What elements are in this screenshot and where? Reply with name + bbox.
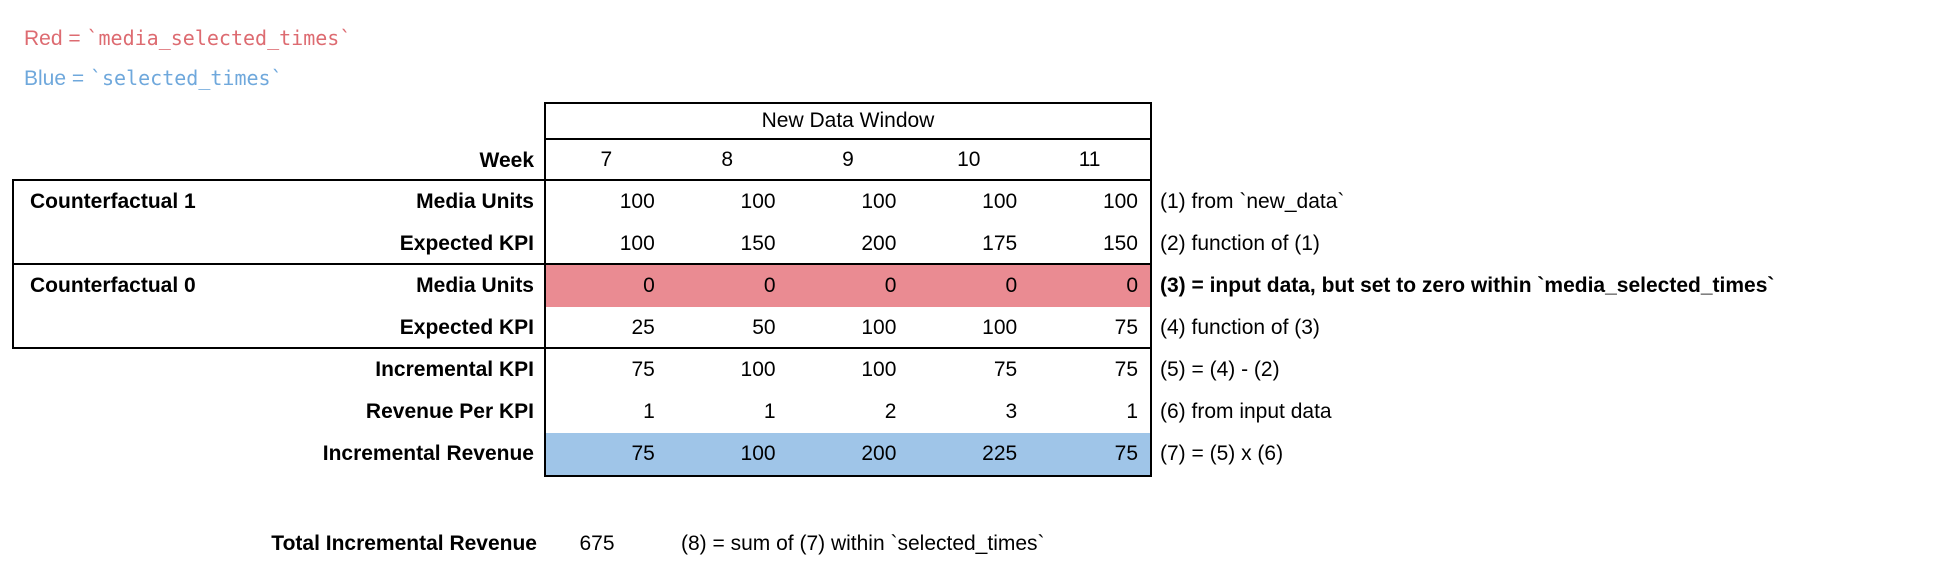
legend-blue-code: `selected_times` [89,66,283,90]
group-label-counterfactual-0: Counterfactual 0 [30,274,196,297]
value-cell: 50 [752,316,776,339]
value-cell: 0 [1005,274,1018,297]
value-cell: 200 [861,442,897,465]
value-cell: 150 [740,232,776,255]
table-row-incremental-kpi: 75 100 100 75 75 [546,349,1150,391]
value-cell: 1 [643,400,655,423]
total-note: (8) = sum of (7) within `selected_times` [681,532,1045,555]
note-1: (1) from `new_data` [1160,190,1345,213]
note-4: (4) function of (3) [1160,316,1320,339]
week-cell: 11 [1078,148,1101,171]
legend-red-label: Red [24,27,63,50]
value-cell: 0 [1126,274,1138,297]
value-cell: 200 [861,232,897,255]
week-cell: 8 [721,148,734,171]
value-cell: 0 [884,274,897,297]
value-cell: 150 [1102,232,1138,255]
note-6: (6) from input data [1160,400,1332,423]
table-row-expected-kpi-cf0: 25 50 100 100 75 [546,307,1150,349]
counterfactual-1-box [12,179,544,265]
total-label: Total Incremental Revenue [271,532,537,555]
legend-blue: Blue = `selected_times` [24,62,283,94]
value-cell: 75 [1114,316,1138,339]
week-cell: 9 [842,148,854,171]
value-cell: 3 [1005,400,1018,423]
value-cell: 100 [1102,190,1138,213]
value-cell: 100 [982,190,1018,213]
value-cell: 100 [619,190,655,213]
value-cell: 75 [631,358,655,381]
legend-blue-equals: = [66,67,90,90]
data-grid: 7 8 9 10 11 100 100 100 100 100 100 150 … [544,140,1152,477]
table-row-media-units-cf0: 0 0 0 0 0 [546,265,1150,307]
value-cell: 75 [1114,442,1138,465]
value-cell: 100 [740,442,776,465]
row-label-media-units-cf0: Media Units [416,274,534,297]
row-label-expected-kpi-cf1: Expected KPI [399,232,534,255]
note-2: (2) function of (1) [1160,232,1320,255]
table-row-revenue-per-kpi: 1 1 2 3 1 [546,391,1150,433]
counterfactual-0-box [12,265,544,349]
row-label-media-units-cf1: Media Units [416,190,534,213]
week-cell: 10 [957,148,981,171]
table-header-box: New Data Window [544,102,1152,140]
row-label-revenue-per-kpi: Revenue Per KPI [365,400,534,423]
row-label-incremental-kpi: Incremental KPI [375,358,534,381]
legend-red: Red = `media_selected_times` [24,22,351,54]
legend-blue-label: Blue [24,67,67,90]
week-label: Week [479,149,534,172]
legend-red-code: `media_selected_times` [86,26,352,50]
value-cell: 100 [982,316,1018,339]
total-value: 675 [579,532,615,555]
value-cell: 25 [631,316,655,339]
row-label-expected-kpi-cf0: Expected KPI [399,316,534,339]
value-cell: 100 [740,190,776,213]
value-cell: 175 [982,232,1018,255]
value-cell: 75 [631,442,655,465]
table-row-expected-kpi-cf1: 100 150 200 175 150 [546,223,1150,265]
value-cell: 100 [861,316,897,339]
group-label-counterfactual-1: Counterfactual 1 [30,190,196,213]
value-cell: 100 [619,232,655,255]
value-cell: 0 [643,274,655,297]
value-cell: 2 [884,400,897,423]
table-row-incremental-revenue: 75 100 200 225 75 [546,433,1150,475]
value-cell: 1 [1126,400,1138,423]
row-label-incremental-revenue: Incremental Revenue [322,442,534,465]
week-row: 7 8 9 10 11 [546,140,1150,181]
value-cell: 225 [982,442,1018,465]
table-row-media-units-cf1: 100 100 100 100 100 [546,181,1150,223]
value-cell: 100 [861,190,897,213]
value-cell: 0 [763,274,776,297]
value-cell: 100 [861,358,897,381]
table-header-title: New Data Window [761,109,935,132]
value-cell: 1 [763,400,776,423]
value-cell: 75 [1114,358,1138,381]
value-cell: 100 [740,358,776,381]
week-cell: 7 [600,148,613,171]
legend-red-equals: = [62,27,87,50]
note-5: (5) = (4) - (2) [1160,358,1280,381]
value-cell: 75 [993,358,1018,381]
note-7: (7) = (5) x (6) [1160,442,1284,465]
note-3: (3) = input data, but set to zero within… [1160,274,1775,297]
